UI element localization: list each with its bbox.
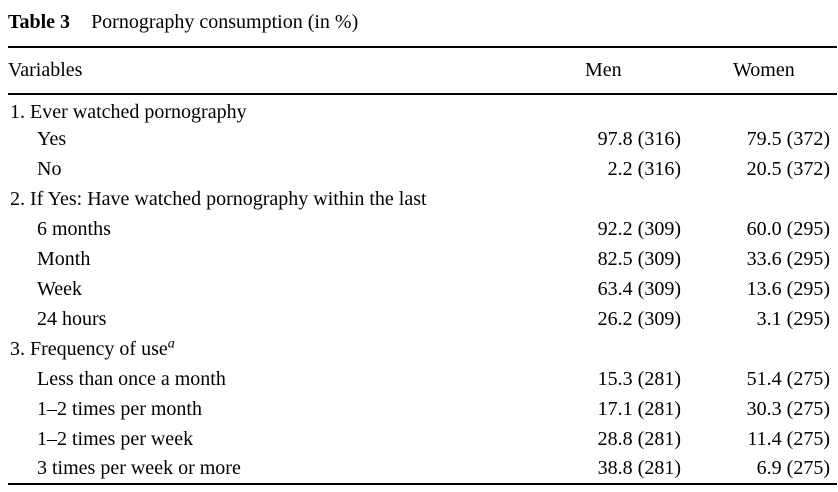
men-value [571,184,681,214]
table-header: Variables Men Women [8,47,837,95]
women-value: 60.0 (295) [746,217,830,240]
men-value [571,94,681,124]
women-value [681,184,837,214]
men-value: 26.2 (309) [597,307,681,330]
men-value: 63.4 (309) [597,277,681,300]
women-value: 3.1 (295) [756,307,830,330]
item-label: 3 times per week or more [37,457,241,479]
item-label: 6 months [37,217,111,240]
table-caption-label: Table 3 [8,11,71,33]
table-row: 6 months 92.2 (309) 60.0 (295) [8,214,837,244]
table-row: Week 63.4 (309) 13.6 (295) [8,274,837,304]
men-value: 15.3 (281) [597,367,681,390]
table-row: 3. Frequency of usea [8,334,837,364]
men-value: 82.5 (309) [597,247,681,270]
table-row: 1–2 times per month 17.1 (281) 30.3 (275) [8,394,837,424]
column-header-variables: Variables [8,47,571,95]
section-label: 3. Frequency of usea [10,335,175,360]
men-value: 17.1 (281) [597,397,681,420]
men-value: 97.8 (316) [597,127,681,150]
table-row: Yes 97.8 (316) 79.5 (372) [8,124,837,154]
women-value: 20.5 (372) [746,157,830,180]
table-row: Month 82.5 (309) 33.6 (295) [8,244,837,274]
table-row: 24 hours 26.2 (309) 3.1 (295) [8,304,837,334]
footnote-marker: a [167,335,175,351]
column-header-men: Men [571,47,681,95]
section-label: 2. If Yes: Have watched pornography with… [10,187,427,210]
item-label: Less than once a month [37,367,226,390]
women-value: 79.5 (372) [746,127,830,150]
column-header-women: Women [681,47,837,95]
header-row: Variables Men Women [8,47,837,95]
item-label: 1–2 times per month [37,397,202,420]
table-row: 1–2 times per week 28.8 (281) 11.4 (275) [8,424,837,454]
item-label: Month [37,247,91,270]
table-row: 3 times per week or more 38.8 (281) 6.9 (2… [8,454,837,484]
item-label: No [37,157,62,180]
item-label: Week [37,277,83,300]
women-value: 13.6 (295) [746,277,830,300]
women-value: 51.4 (275) [746,367,830,390]
item-label: 1–2 times per week [37,427,194,450]
item-label: 24 hours [37,307,107,330]
section-label: 1. Ever watched pornography [10,101,247,123]
table-row: Less than once a month 15.3 (281) 51.4 (27… [8,364,837,394]
women-value: 11.4 (275) [747,427,830,450]
table-row: 1. Ever watched pornography [8,94,837,124]
women-value [681,334,837,364]
table-row: 2. If Yes: Have watched pornography with… [8,184,837,214]
table-caption: Table 3 Pornography consumption (in %) [8,11,837,34]
table-caption-title: Pornography consumption (in %) [91,11,359,33]
women-value: 30.3 (275) [746,397,830,420]
pornography-consumption-table: Variables Men Women 1. Ever watched porn… [8,46,837,485]
women-value: 33.6 (295) [746,247,830,270]
men-value: 38.8 (281) [597,457,681,479]
table-row: No 2.2 (316) 20.5 (372) [8,154,837,184]
item-label: Yes [37,127,67,150]
men-value [571,334,681,364]
men-value: 2.2 (316) [607,157,681,180]
women-value: 6.9 (275) [756,457,830,479]
men-value: 28.8 (281) [597,427,681,450]
women-value [681,94,837,124]
table-body: 1. Ever watched pornography Yes 97.8 (316)… [8,94,837,484]
men-value: 92.2 (309) [597,217,681,240]
